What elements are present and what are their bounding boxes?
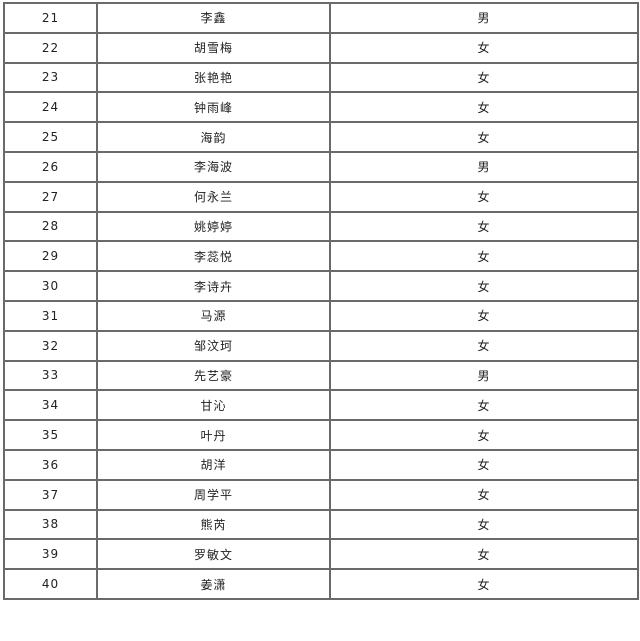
- table-row: 26 李海波男: [3, 150, 639, 183]
- gender-cell: 女: [329, 419, 639, 451]
- gender-cell: 男: [329, 150, 639, 183]
- table-row: 35 叶丹女: [3, 419, 639, 451]
- name-cell: 胡洋: [96, 448, 331, 481]
- row-number-cell: 28: [3, 210, 98, 243]
- row-number-cell: 36: [3, 448, 98, 481]
- row-number-cell: 32: [3, 329, 98, 362]
- name-cell: 先艺豪: [96, 359, 331, 392]
- table-row: 21 李鑫男: [3, 2, 639, 34]
- row-number-cell: 24: [3, 91, 98, 124]
- name-cell: 李海波: [96, 150, 331, 183]
- row-number-cell: 37: [3, 478, 98, 511]
- name-cell: 马源: [96, 299, 331, 332]
- name-cell: 李鑫: [96, 2, 331, 34]
- gender-cell: 女: [329, 538, 639, 571]
- name-cell: 叶丹: [96, 419, 331, 451]
- gender-cell: 女: [329, 91, 639, 124]
- table-row: 25 海韵女: [3, 121, 639, 153]
- name-cell: 邹汶珂: [96, 329, 331, 362]
- gender-cell: 女: [329, 180, 639, 213]
- gender-cell: 女: [329, 478, 639, 511]
- row-number-cell: 39: [3, 538, 98, 571]
- name-cell: 钟雨峰: [96, 91, 331, 124]
- name-cell: 胡雪梅: [96, 31, 331, 64]
- gender-cell: 女: [329, 448, 639, 481]
- table-row: 31 马源女: [3, 299, 639, 332]
- row-number-cell: 21: [3, 2, 98, 34]
- table-row: 32 邹汶珂女: [3, 329, 639, 362]
- table-row: 40 姜潇女: [3, 568, 639, 600]
- gender-cell: 女: [329, 270, 639, 302]
- table-row: 28 姚婷婷女: [3, 210, 639, 243]
- table-row: 38 熊芮女: [3, 508, 639, 541]
- roster-table: 21 李鑫男 22 胡雪梅女 23 张艳艳女 24 钟雨峰女 25 海韵女 26 李海波男 27 何永兰女…: [3, 2, 639, 600]
- row-number-cell: 26: [3, 150, 98, 183]
- row-number-cell: 38: [3, 508, 98, 541]
- name-cell: 罗敏文: [96, 538, 331, 571]
- row-number-cell: 23: [3, 61, 98, 94]
- table-row: 30 李诗卉女: [3, 270, 639, 302]
- table-row: 24 钟雨峰女: [3, 91, 639, 124]
- name-cell: 周学平: [96, 478, 331, 511]
- gender-cell: 女: [329, 508, 639, 541]
- name-cell: 熊芮: [96, 508, 331, 541]
- table-row: 27 何永兰女: [3, 180, 639, 213]
- gender-cell: 女: [329, 389, 639, 422]
- row-number-cell: 22: [3, 31, 98, 64]
- gender-cell: 女: [329, 210, 639, 243]
- gender-cell: 女: [329, 568, 639, 600]
- row-number-cell: 25: [3, 121, 98, 153]
- gender-cell: 男: [329, 359, 639, 392]
- name-cell: 何永兰: [96, 180, 331, 213]
- gender-cell: 女: [329, 31, 639, 64]
- table-row: 29 李蕊悦女: [3, 240, 639, 273]
- name-cell: 甘沁: [96, 389, 331, 422]
- gender-cell: 男: [329, 2, 639, 34]
- table-row: 34 甘沁女: [3, 389, 639, 422]
- gender-cell: 女: [329, 61, 639, 94]
- row-number-cell: 40: [3, 568, 98, 600]
- row-number-cell: 31: [3, 299, 98, 332]
- gender-cell: 女: [329, 240, 639, 273]
- table-row: 36 胡洋女: [3, 448, 639, 481]
- name-cell: 姜潇: [96, 568, 331, 600]
- table-row: 22 胡雪梅女: [3, 31, 639, 64]
- name-cell: 李蕊悦: [96, 240, 331, 273]
- row-number-cell: 27: [3, 180, 98, 213]
- row-number-cell: 33: [3, 359, 98, 392]
- gender-cell: 女: [329, 329, 639, 362]
- name-cell: 姚婷婷: [96, 210, 331, 243]
- gender-cell: 女: [329, 121, 639, 153]
- row-number-cell: 30: [3, 270, 98, 302]
- gender-cell: 女: [329, 299, 639, 332]
- table-row: 23 张艳艳女: [3, 61, 639, 94]
- name-cell: 张艳艳: [96, 61, 331, 94]
- row-number-cell: 29: [3, 240, 98, 273]
- table-row: 39 罗敏文女: [3, 538, 639, 571]
- table-row: 33 先艺豪男: [3, 359, 639, 392]
- name-cell: 李诗卉: [96, 270, 331, 302]
- row-number-cell: 34: [3, 389, 98, 422]
- name-cell: 海韵: [96, 121, 331, 153]
- row-number-cell: 35: [3, 419, 98, 451]
- table-row: 37 周学平女: [3, 478, 639, 511]
- roster-table-body: 21 李鑫男 22 胡雪梅女 23 张艳艳女 24 钟雨峰女 25 海韵女 26 李海波男 27 何永兰女…: [3, 2, 639, 600]
